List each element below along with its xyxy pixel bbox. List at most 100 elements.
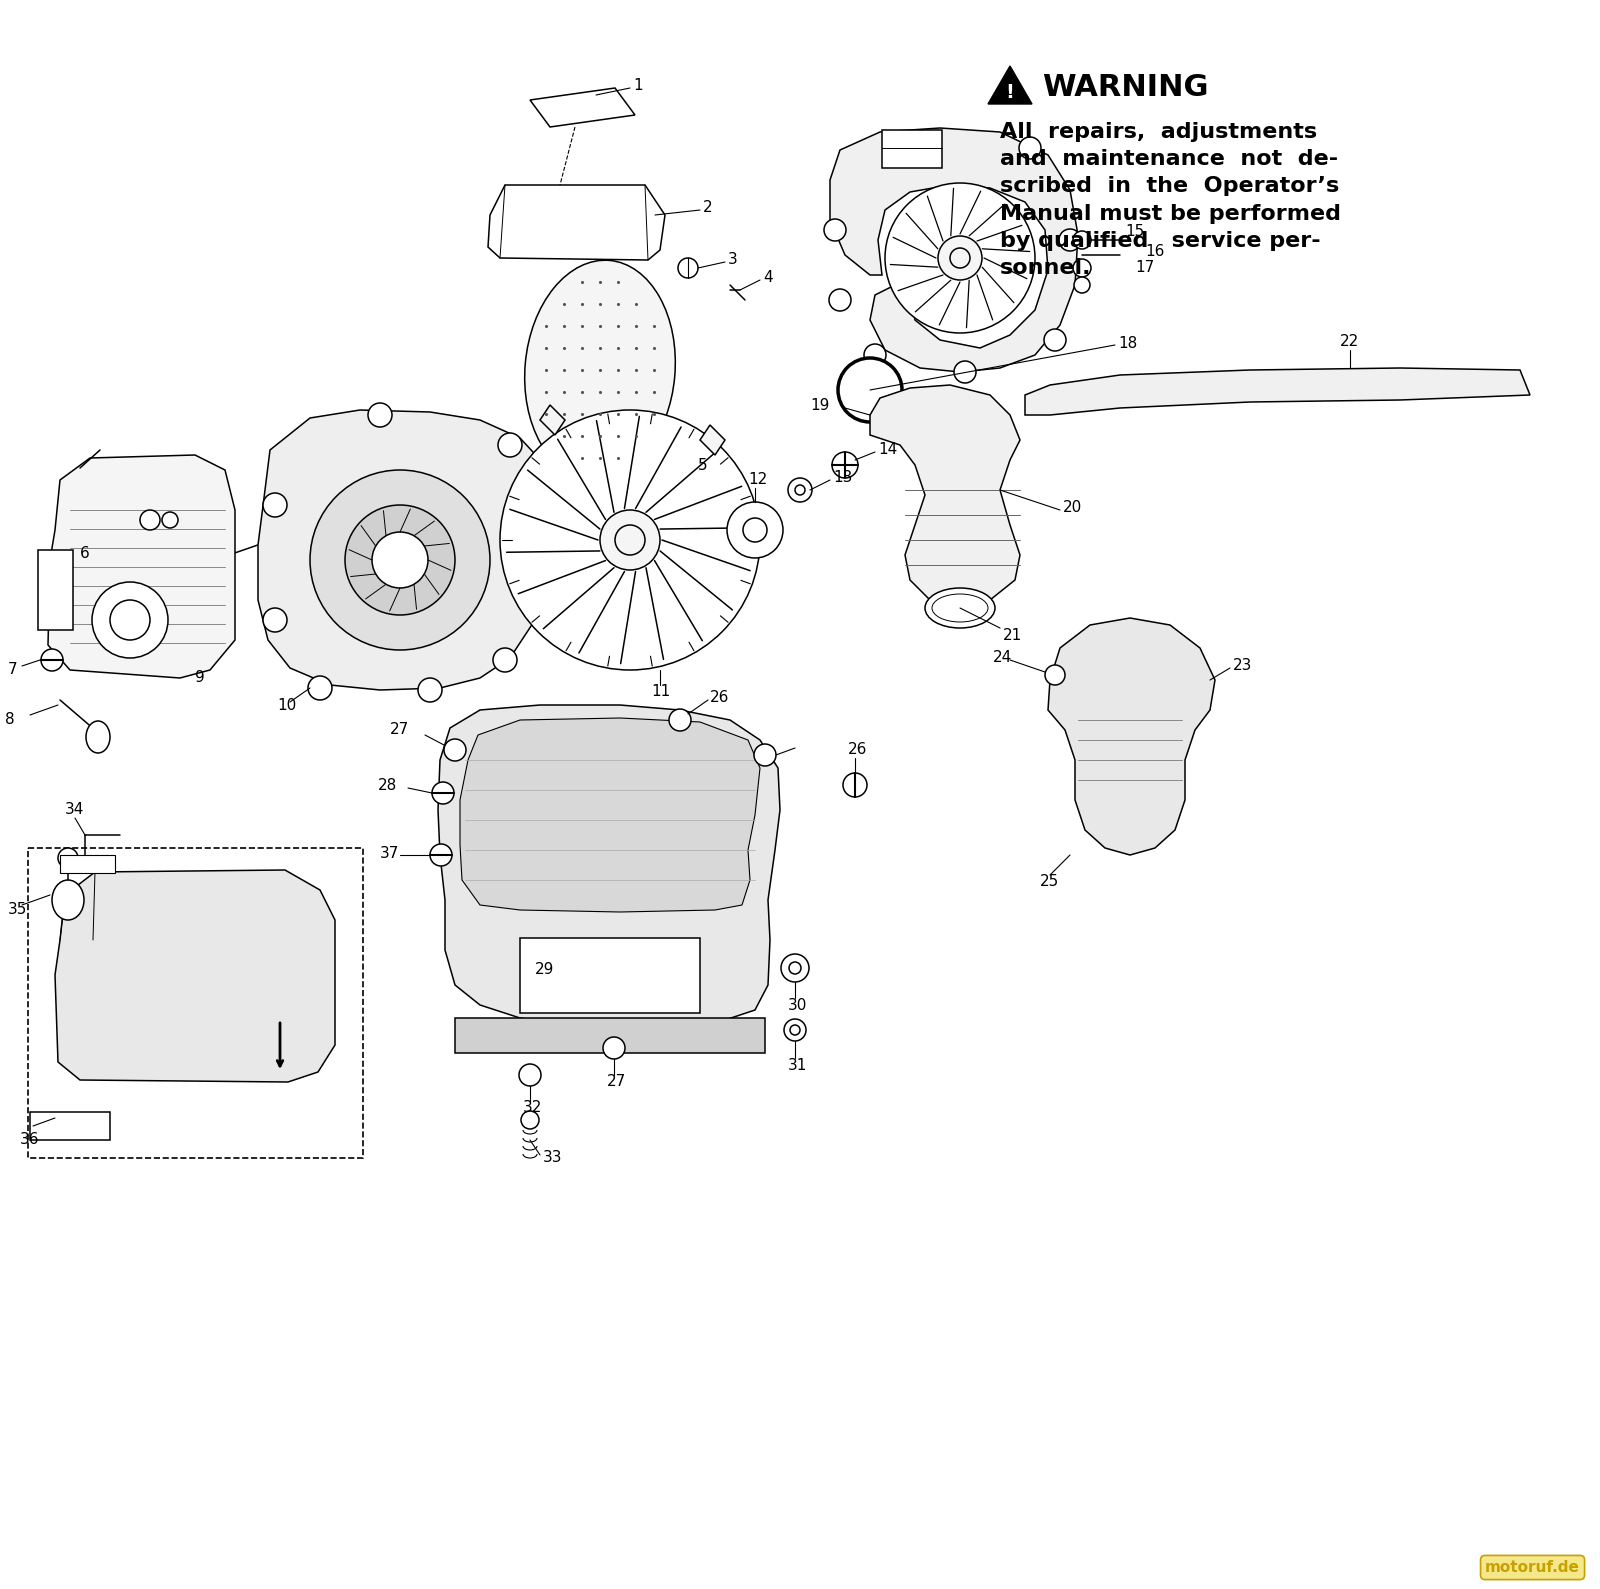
Circle shape: [310, 470, 490, 650]
Text: motoruf.de: motoruf.de: [1485, 1560, 1581, 1575]
Text: All  repairs,  adjustments
and  maintenance  not  de-
scribed  in  the  Operator: All repairs, adjustments and maintenance…: [1000, 122, 1341, 278]
Circle shape: [1043, 329, 1066, 351]
Text: 10: 10: [277, 699, 296, 713]
Text: 32: 32: [523, 1101, 542, 1115]
Circle shape: [824, 219, 846, 242]
Circle shape: [499, 410, 760, 671]
Text: 14: 14: [878, 442, 898, 458]
Circle shape: [262, 609, 286, 632]
Text: 12: 12: [749, 472, 768, 488]
Polygon shape: [488, 184, 666, 261]
Text: 25: 25: [1040, 874, 1059, 890]
Circle shape: [754, 744, 776, 766]
Polygon shape: [258, 410, 550, 690]
Circle shape: [371, 532, 429, 588]
Circle shape: [885, 183, 1035, 334]
Bar: [61, 855, 115, 872]
Text: 33: 33: [542, 1150, 563, 1165]
Circle shape: [141, 510, 160, 531]
Polygon shape: [541, 405, 565, 435]
Polygon shape: [461, 718, 760, 912]
Circle shape: [307, 675, 333, 701]
Text: 1: 1: [634, 78, 643, 92]
Circle shape: [493, 648, 517, 672]
Circle shape: [1074, 259, 1091, 276]
Text: 35: 35: [8, 903, 27, 917]
Polygon shape: [1026, 369, 1530, 415]
Polygon shape: [989, 67, 1032, 103]
Ellipse shape: [51, 880, 83, 920]
Circle shape: [781, 953, 810, 982]
Circle shape: [829, 289, 851, 311]
Circle shape: [518, 1065, 541, 1085]
Text: 18: 18: [1118, 335, 1138, 351]
Text: 11: 11: [651, 685, 670, 699]
Text: WARNING: WARNING: [1042, 73, 1208, 103]
Circle shape: [262, 493, 286, 516]
Bar: [38, 550, 74, 629]
Circle shape: [430, 844, 453, 866]
Text: 21: 21: [1003, 628, 1022, 642]
Bar: [120, 566, 200, 607]
Text: 4: 4: [763, 270, 773, 284]
Circle shape: [346, 505, 454, 615]
Bar: [454, 1019, 765, 1054]
Circle shape: [498, 432, 522, 458]
Circle shape: [58, 849, 78, 868]
Circle shape: [954, 361, 976, 383]
Circle shape: [832, 451, 858, 478]
Circle shape: [742, 518, 766, 542]
Circle shape: [162, 512, 178, 528]
Text: 16: 16: [1146, 245, 1165, 259]
Text: !: !: [1005, 84, 1014, 103]
Circle shape: [787, 478, 813, 502]
Circle shape: [368, 404, 392, 427]
Text: 23: 23: [1234, 658, 1253, 672]
Text: 7: 7: [8, 663, 18, 677]
Circle shape: [843, 772, 867, 798]
Circle shape: [600, 510, 661, 570]
Text: 29: 29: [534, 963, 554, 977]
Text: 26: 26: [710, 691, 730, 706]
Polygon shape: [54, 871, 334, 1082]
Text: 26: 26: [848, 742, 867, 758]
Text: 27: 27: [390, 723, 410, 737]
Text: 13: 13: [834, 469, 853, 485]
Text: 2: 2: [702, 200, 712, 215]
Circle shape: [726, 502, 782, 558]
Circle shape: [42, 648, 62, 671]
Circle shape: [669, 709, 691, 731]
Circle shape: [1074, 230, 1091, 249]
Bar: [882, 130, 942, 168]
Polygon shape: [530, 87, 635, 127]
Circle shape: [678, 257, 698, 278]
Text: 24: 24: [994, 650, 1013, 666]
Ellipse shape: [86, 721, 110, 753]
Ellipse shape: [925, 588, 995, 628]
Circle shape: [432, 782, 454, 804]
Circle shape: [864, 343, 886, 365]
Circle shape: [938, 237, 982, 280]
Circle shape: [526, 532, 550, 558]
Text: 31: 31: [787, 1058, 808, 1073]
Text: 5: 5: [698, 458, 707, 472]
Circle shape: [522, 1111, 539, 1130]
Text: 6: 6: [80, 545, 90, 561]
Text: 20: 20: [1062, 501, 1082, 515]
Text: 34: 34: [66, 802, 85, 817]
Circle shape: [1045, 666, 1066, 685]
Text: 30: 30: [787, 998, 808, 1012]
Circle shape: [784, 1019, 806, 1041]
Polygon shape: [870, 385, 1021, 609]
Text: 19: 19: [811, 397, 830, 413]
Circle shape: [1059, 229, 1082, 251]
Text: 28: 28: [378, 777, 397, 793]
Circle shape: [1074, 276, 1090, 292]
Ellipse shape: [525, 261, 675, 480]
Polygon shape: [48, 454, 235, 679]
Circle shape: [603, 1038, 626, 1058]
Polygon shape: [438, 706, 781, 1028]
Bar: [29, 849, 363, 1158]
Text: 8: 8: [5, 712, 14, 728]
Bar: [520, 938, 701, 1014]
